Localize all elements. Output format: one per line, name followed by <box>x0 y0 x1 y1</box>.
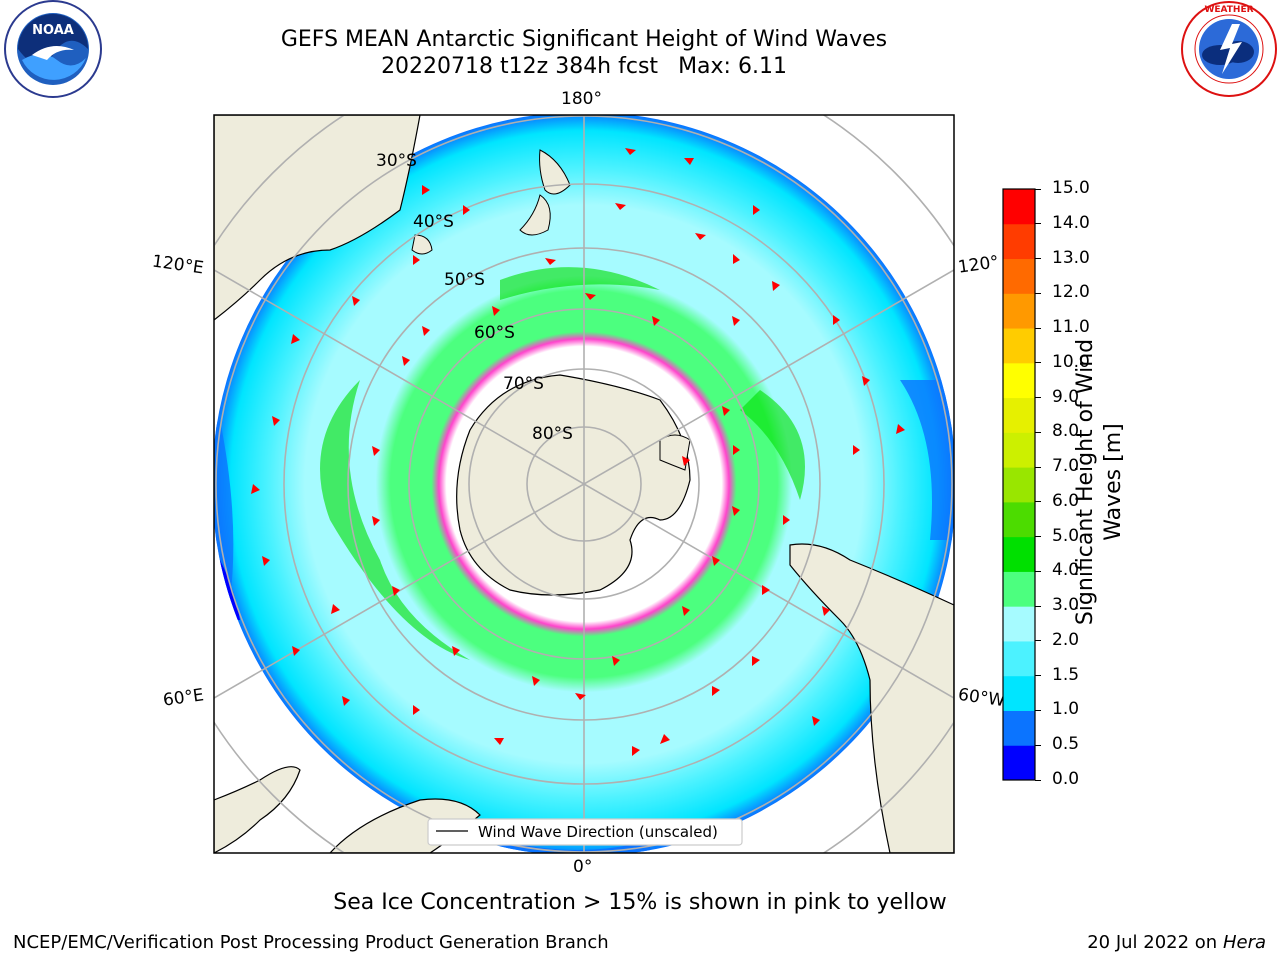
colorbar-tick-mark <box>1035 675 1041 677</box>
colorbar-tick-mark <box>1035 431 1041 433</box>
colorbar-tick-mark <box>1035 466 1041 468</box>
lat-label-70: 70°S <box>503 374 544 394</box>
colorbar-tick-mark <box>1035 779 1041 781</box>
footer-date: 20 Jul 2022 on Hera <box>1087 932 1266 953</box>
colorbar-swatch <box>1003 362 1035 399</box>
footer-date-text: 20 Jul 2022 on <box>1087 932 1223 953</box>
colorbar-label-line2: Waves [m] <box>1101 423 1126 541</box>
colorbar-tick-label: 9.0 <box>1052 386 1080 407</box>
lon-label-top: 180° <box>561 89 602 109</box>
lat-label-60: 60°S <box>474 323 515 343</box>
colorbar-swatch <box>1003 501 1035 538</box>
nws-logo-text: WEATHER <box>1204 5 1253 15</box>
colorbar <box>1002 188 1036 781</box>
colorbar-tick-mark <box>1035 501 1041 503</box>
run-time: 20220718 t12z 384h fcst <box>381 54 659 79</box>
colorbar-tick-mark <box>1035 605 1041 607</box>
colorbar-tick-mark <box>1035 223 1041 225</box>
colorbar-tick-label: 2.0 <box>1052 629 1080 650</box>
colorbar-tick-label: 12.0 <box>1052 282 1090 303</box>
colorbar-tick-label: 1.0 <box>1052 699 1080 720</box>
chart-title: GEFS MEAN Antarctic Significant Height o… <box>280 27 888 52</box>
colorbar-tick-mark <box>1035 397 1041 399</box>
lat-label-40: 40°S <box>413 212 454 232</box>
footer-host: Hera <box>1222 932 1266 953</box>
colorbar-tick-label: 6.0 <box>1052 490 1080 511</box>
colorbar-swatch <box>1003 536 1035 572</box>
colorbar-swatch <box>1003 397 1035 433</box>
max-value: Max: 6.11 <box>678 54 787 79</box>
colorbar-swatch <box>1003 745 1035 781</box>
colorbar-tick-label: 10.0 <box>1052 351 1090 372</box>
colorbar-tick-label: 15.0 <box>1052 178 1090 198</box>
lat-label-50: 50°S <box>444 270 485 290</box>
colorbar-tick-mark <box>1035 640 1041 642</box>
colorbar-tick-label: 1.5 <box>1052 664 1080 685</box>
lat-label-30: 30°S <box>376 151 417 171</box>
colorbar-tick-mark <box>1035 258 1041 260</box>
colorbar-tick-label: 0.5 <box>1052 734 1080 755</box>
colorbar-swatch <box>1003 571 1035 607</box>
colorbar-swatch <box>1003 223 1035 260</box>
colorbar-tick-label: 11.0 <box>1052 317 1090 338</box>
colorbar-swatch <box>1003 640 1035 677</box>
colorbar-swatch <box>1003 675 1035 711</box>
colorbar-tick-label: 5.0 <box>1052 525 1080 546</box>
colorbar-tick-mark <box>1035 292 1041 294</box>
antarctica <box>456 374 691 596</box>
colorbar-tick-mark <box>1035 362 1041 364</box>
map-frame <box>213 114 955 854</box>
caption: Sea Ice Concentration > 15% is shown in … <box>0 890 1280 915</box>
caption-text: Sea Ice Concentration > 15% is shown in … <box>333 890 947 915</box>
legend-label: Wind Wave Direction (unscaled) <box>478 823 718 841</box>
colorbar-tick-label: 13.0 <box>1052 247 1090 268</box>
colorbar-tick-label: 0.0 <box>1052 769 1080 789</box>
colorbar-tick-label: 14.0 <box>1052 212 1090 233</box>
colorbar-swatch <box>1003 328 1035 364</box>
colorbar-label-line1: Significant Height of Wind <box>1073 338 1098 626</box>
colorbar-tick-label: 4.0 <box>1052 560 1080 581</box>
colorbar-tick-label: 3.0 <box>1052 595 1080 616</box>
lat-label-80: 80°S <box>532 424 573 444</box>
colorbar-swatch <box>1003 432 1035 468</box>
colorbar-tick-label: 7.0 <box>1052 456 1080 477</box>
colorbar-swatch <box>1003 710 1035 746</box>
colorbar-tick-mark <box>1035 327 1041 329</box>
noaa-logo-text: NOAA <box>32 23 74 38</box>
colorbar-swatch <box>1003 293 1035 329</box>
colorbar-swatch <box>1003 467 1035 503</box>
colorbar-tick-label: 8.0 <box>1052 421 1080 442</box>
colorbar-swatch <box>1003 189 1035 225</box>
nws-logo: WEATHER <box>1181 1 1277 97</box>
noaa-logo: NOAA <box>4 0 102 98</box>
map-legend: Wind Wave Direction (unscaled) <box>427 818 743 846</box>
colorbar-swatch <box>1003 258 1035 294</box>
madagascar-africa <box>214 766 301 853</box>
colorbar-tick-mark <box>1035 536 1041 538</box>
colorbar-tick-mark <box>1035 188 1041 190</box>
colorbar-tick-mark <box>1035 709 1041 711</box>
lon-label-bottom: 0° <box>573 857 593 877</box>
colorbar-tick-mark <box>1035 744 1041 746</box>
chart-subtitle: 20220718 t12z 384h fcst Max: 6.11 <box>0 54 1168 80</box>
colorbar-tick-mark <box>1035 570 1041 572</box>
footer-credit: NCEP/EMC/Verification Post Processing Pr… <box>13 932 609 953</box>
graticule <box>214 115 954 853</box>
colorbar-swatch <box>1003 606 1035 642</box>
